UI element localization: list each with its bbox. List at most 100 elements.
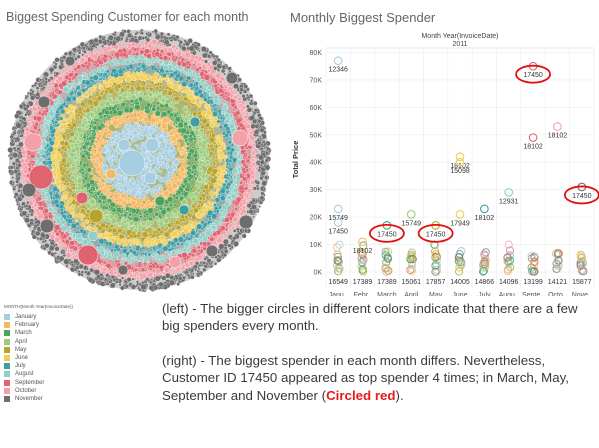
bubble: [139, 49, 145, 55]
bubble: [112, 154, 116, 158]
bubble: [40, 121, 43, 125]
bubble: [111, 59, 115, 63]
bubble: [122, 95, 127, 101]
bubble: [72, 135, 78, 141]
bubble: [166, 82, 170, 86]
bubble: [71, 185, 76, 190]
bubble: [38, 157, 44, 163]
bubble: [104, 109, 110, 115]
bubble: [122, 67, 126, 72]
bubble: [200, 58, 205, 63]
bubble: [150, 117, 157, 124]
bubble: [232, 216, 239, 223]
bubble: [135, 194, 140, 199]
bubble: [126, 72, 129, 76]
bubble: [134, 123, 139, 128]
bubble: [192, 128, 195, 132]
bubble: [231, 122, 234, 126]
bubble: [96, 145, 99, 149]
bubble: [158, 256, 162, 260]
bubble: [82, 182, 85, 186]
bubble: [86, 167, 92, 173]
bubble: [209, 133, 213, 137]
bubble: [173, 237, 179, 243]
bubble: [218, 79, 223, 85]
bubble: [114, 259, 118, 264]
bubble: [210, 177, 217, 184]
bubble: [187, 104, 192, 109]
bubble: [215, 171, 222, 178]
bubble: [100, 183, 105, 188]
bubble: [201, 110, 207, 116]
bubble: [146, 102, 151, 108]
bubble: [158, 92, 161, 96]
bubble: [154, 110, 161, 117]
bubble: [156, 175, 159, 178]
bubble: [196, 254, 203, 261]
bubble: [129, 52, 132, 56]
bubble: [71, 96, 77, 102]
bubble: [130, 240, 135, 245]
bubble: [188, 261, 194, 266]
bubble: [164, 250, 168, 254]
bubble: [59, 216, 64, 222]
bubble: [96, 95, 103, 101]
bubble: [236, 213, 240, 217]
bubble: [158, 189, 164, 194]
bubble: [122, 52, 128, 58]
bubble: [137, 69, 141, 73]
bubble: [131, 77, 136, 81]
bubble: [29, 165, 32, 169]
bubble: [133, 109, 138, 114]
bubble: [45, 125, 51, 130]
bubble: [234, 91, 238, 94]
bubble: [150, 80, 155, 85]
bubble: [97, 172, 101, 176]
bubble: [245, 195, 249, 199]
bubble: [124, 124, 128, 128]
bubble: [86, 172, 90, 176]
bubble: [241, 183, 245, 187]
bubble: [226, 170, 230, 174]
bubble: [238, 100, 242, 104]
bubble: [147, 163, 152, 169]
bubble: [191, 164, 197, 170]
bubble: [174, 133, 180, 139]
bubble: [71, 122, 77, 128]
bubble: [102, 140, 105, 144]
bubble: [241, 167, 246, 172]
bubble: [101, 194, 107, 201]
bubble: [85, 203, 92, 209]
bubble: [198, 167, 203, 171]
bubble: [234, 164, 239, 168]
bubble: [113, 270, 118, 275]
bubble: [208, 195, 212, 199]
bubble: [181, 265, 186, 270]
bubble: [65, 252, 72, 259]
bubble: [32, 106, 38, 112]
bubble: [138, 189, 142, 193]
bubble: [218, 87, 224, 94]
bubble: [105, 262, 112, 269]
bubble: [124, 224, 129, 229]
bubble: [135, 265, 139, 268]
bubble: [196, 223, 203, 230]
bubble: [151, 253, 156, 258]
bubble: [166, 161, 169, 164]
bubble: [88, 146, 92, 150]
bubble: [207, 200, 211, 204]
bubble: [143, 264, 146, 267]
bubble: [163, 203, 168, 207]
bubble: [226, 151, 231, 155]
bubble: [231, 168, 238, 175]
bubble: [49, 105, 54, 109]
bubble: [104, 215, 109, 220]
bubble: [199, 160, 204, 166]
bubble: [181, 199, 188, 206]
bubble: [89, 112, 95, 117]
bubble: [129, 273, 134, 278]
bubble: [193, 172, 197, 176]
bubble: [206, 228, 210, 232]
bubble: [35, 208, 40, 213]
bubble: [147, 252, 152, 257]
